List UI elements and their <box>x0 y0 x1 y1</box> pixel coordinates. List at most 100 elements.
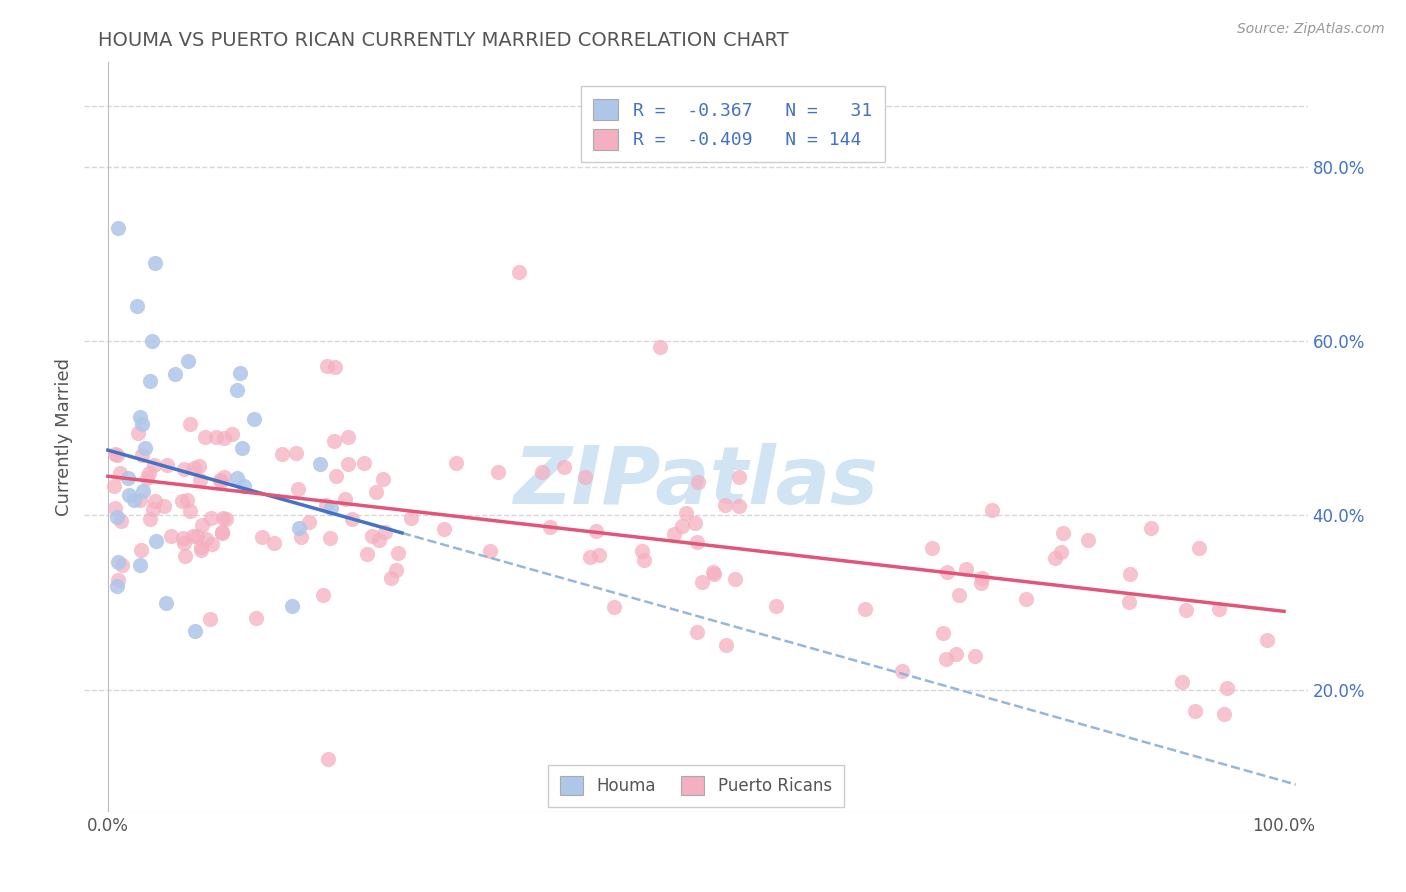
Point <box>225 383 247 397</box>
Point <box>932 625 955 640</box>
Point <box>702 565 724 579</box>
Point <box>127 426 149 441</box>
Point <box>290 530 312 544</box>
Point <box>228 366 250 380</box>
Point <box>553 459 575 474</box>
Point <box>245 611 267 625</box>
Point <box>107 221 129 235</box>
Point <box>225 471 247 485</box>
Point <box>671 518 693 533</box>
Point <box>384 563 406 577</box>
Point <box>176 493 198 508</box>
Point <box>1043 551 1066 566</box>
Point <box>110 514 132 528</box>
Point <box>1052 525 1074 540</box>
Point <box>103 478 125 492</box>
Point <box>184 624 207 639</box>
Point <box>380 571 402 585</box>
Point <box>107 555 129 569</box>
Point <box>139 511 162 525</box>
Legend: Houma, Puerto Ricans: Houma, Puerto Ricans <box>548 764 844 807</box>
Point <box>945 647 967 661</box>
Point <box>183 529 205 543</box>
Point <box>648 340 671 354</box>
Point <box>1119 566 1142 581</box>
Point <box>921 541 943 556</box>
Point <box>177 354 200 368</box>
Point <box>211 526 233 541</box>
Point <box>194 532 217 546</box>
Point <box>574 469 596 483</box>
Point <box>105 579 128 593</box>
Point <box>1174 603 1197 617</box>
Point <box>188 459 211 474</box>
Point <box>138 466 160 480</box>
Point <box>588 548 610 562</box>
Point <box>316 752 339 766</box>
Point <box>143 256 166 270</box>
Point <box>853 602 876 616</box>
Point <box>134 441 156 455</box>
Point <box>131 484 153 499</box>
Point <box>131 417 153 431</box>
Point <box>373 524 395 539</box>
Point <box>212 431 235 445</box>
Point <box>105 448 128 462</box>
Point <box>319 531 342 545</box>
Point <box>179 503 201 517</box>
Point <box>172 532 194 546</box>
Point <box>980 503 1002 517</box>
Point <box>186 529 208 543</box>
Point <box>1216 681 1239 695</box>
Point <box>486 465 509 479</box>
Point <box>231 441 253 455</box>
Point <box>675 506 697 520</box>
Point <box>129 558 152 573</box>
Point <box>117 471 139 485</box>
Point <box>284 446 307 460</box>
Point <box>205 430 228 444</box>
Point <box>315 359 337 374</box>
Point <box>211 511 233 525</box>
Point <box>131 448 153 462</box>
Point <box>173 535 195 549</box>
Point <box>163 368 186 382</box>
Point <box>194 430 217 444</box>
Point <box>1077 533 1099 547</box>
Point <box>1212 706 1234 721</box>
Point <box>1050 544 1073 558</box>
Point <box>142 502 165 516</box>
Point <box>690 574 713 589</box>
Point <box>190 543 212 558</box>
Point <box>125 299 148 313</box>
Point <box>1256 632 1278 647</box>
Point <box>936 565 959 579</box>
Point <box>703 567 725 582</box>
Point <box>579 549 602 564</box>
Point <box>891 664 914 678</box>
Point <box>333 492 356 507</box>
Point <box>633 552 655 566</box>
Point <box>145 533 167 548</box>
Point <box>364 485 387 500</box>
Point <box>201 536 224 550</box>
Point <box>728 470 751 484</box>
Point <box>969 576 991 591</box>
Point <box>153 500 176 514</box>
Point <box>209 475 232 489</box>
Point <box>315 499 337 513</box>
Point <box>179 417 201 431</box>
Point <box>603 599 626 614</box>
Point <box>765 599 787 613</box>
Point <box>433 522 456 536</box>
Point <box>955 562 977 576</box>
Point <box>686 534 709 549</box>
Point <box>1171 675 1194 690</box>
Point <box>323 360 346 375</box>
Point <box>478 544 501 558</box>
Point <box>221 427 243 442</box>
Point <box>118 488 141 502</box>
Point <box>325 468 347 483</box>
Point <box>198 612 221 626</box>
Point <box>288 521 311 535</box>
